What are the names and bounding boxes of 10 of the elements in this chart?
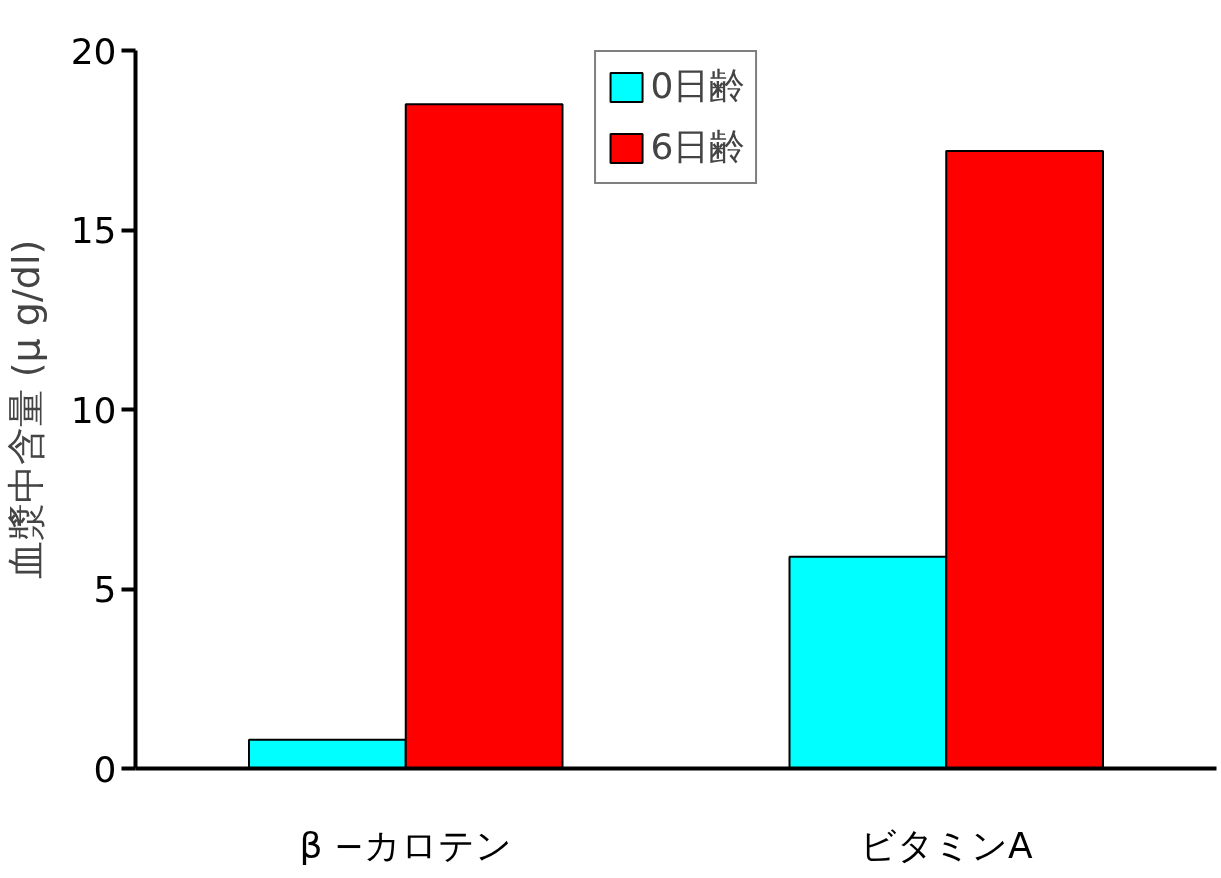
- y-tick-label: 0: [93, 748, 117, 790]
- y-axis-title: 血漿中含量 (μ g/dl): [3, 239, 48, 580]
- legend-label: 0日齢: [650, 64, 746, 108]
- legend-label: 6日齢: [650, 125, 746, 169]
- y-tick-label: 10: [70, 389, 117, 431]
- y-tick-label: 15: [70, 210, 117, 251]
- y-tick-label: 20: [70, 30, 117, 72]
- x-tick-label: ビタミンA: [859, 824, 1033, 866]
- x-tick-label: β −カロテン: [299, 824, 513, 866]
- y-tick-label: 5: [93, 569, 117, 610]
